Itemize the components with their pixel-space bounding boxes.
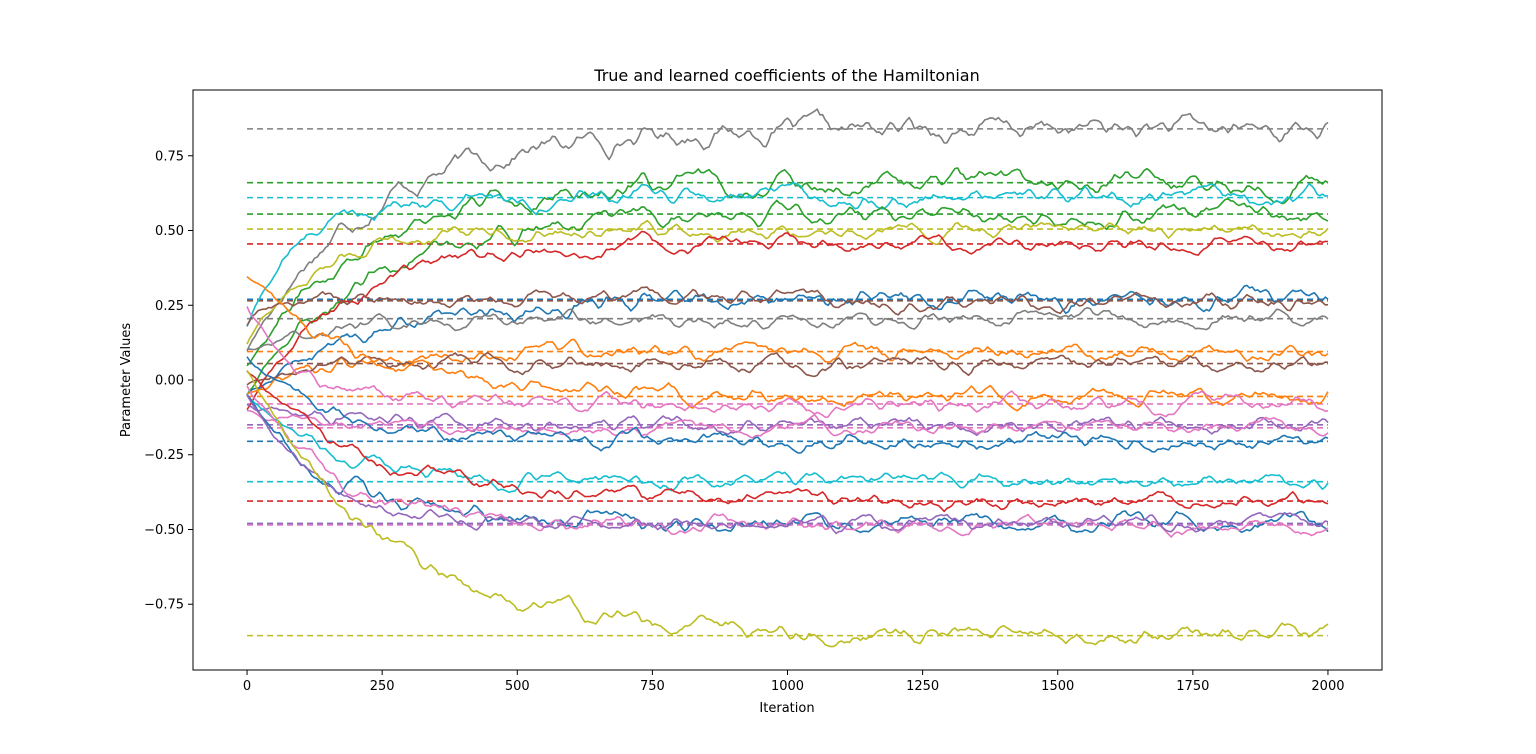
learned-value-line [246, 108, 1329, 352]
x-axis: 0 250 500 750 1000 1250 1500 1750 2000 [243, 670, 1345, 694]
x-tick-label: 750 [640, 679, 665, 694]
learned-value-line [246, 385, 1329, 538]
x-tick-label: 1000 [771, 679, 804, 694]
y-axis-label: Parameter Values [119, 323, 134, 437]
learned-value-line [246, 306, 1329, 351]
x-tick-label: 250 [370, 679, 395, 694]
y-tick-label: −0.75 [144, 598, 184, 613]
learned-value-line [246, 338, 1329, 395]
chart-title: True and learned coefficients of the Ham… [593, 66, 979, 85]
y-tick-label: −0.50 [144, 523, 184, 538]
learned-value-line [246, 394, 1329, 534]
x-tick-label: 0 [243, 679, 251, 694]
learned-value-line [246, 182, 1329, 327]
learned-value-line [246, 356, 1329, 454]
learned-value-line [246, 219, 1329, 345]
y-tick-label: −0.25 [144, 448, 184, 463]
learned-value-line [246, 394, 1329, 494]
learned-value-line [246, 409, 1329, 439]
x-tick-label: 1250 [906, 679, 939, 694]
x-tick-label: 1500 [1041, 679, 1074, 694]
x-tick-label: 500 [505, 679, 530, 694]
x-tick-label: 1750 [1176, 679, 1209, 694]
learned-value-line [246, 394, 1329, 535]
y-tick-label: 0.00 [155, 374, 184, 389]
x-axis-label: Iteration [759, 701, 814, 716]
learned-value-line [246, 306, 1329, 419]
learned-value-lines [246, 108, 1329, 648]
learned-value-line [246, 275, 1329, 412]
y-tick-label: 0.25 [155, 299, 184, 314]
y-tick-label: 0.50 [155, 224, 184, 239]
learned-value-line [246, 167, 1329, 367]
learned-value-line [246, 198, 1329, 396]
plot-area [246, 108, 1329, 648]
learned-value-line [246, 351, 1329, 386]
y-axis: −0.75 −0.50 −0.25 0.00 0.25 0.50 0.75 [144, 149, 193, 613]
learned-value-line [246, 286, 1329, 326]
learned-value-line [246, 230, 1329, 411]
learned-value-line [246, 370, 1329, 513]
learned-value-line [246, 284, 1329, 396]
y-tick-label: 0.75 [155, 149, 184, 164]
x-tick-label: 2000 [1311, 679, 1344, 694]
learned-value-line [246, 370, 1329, 648]
